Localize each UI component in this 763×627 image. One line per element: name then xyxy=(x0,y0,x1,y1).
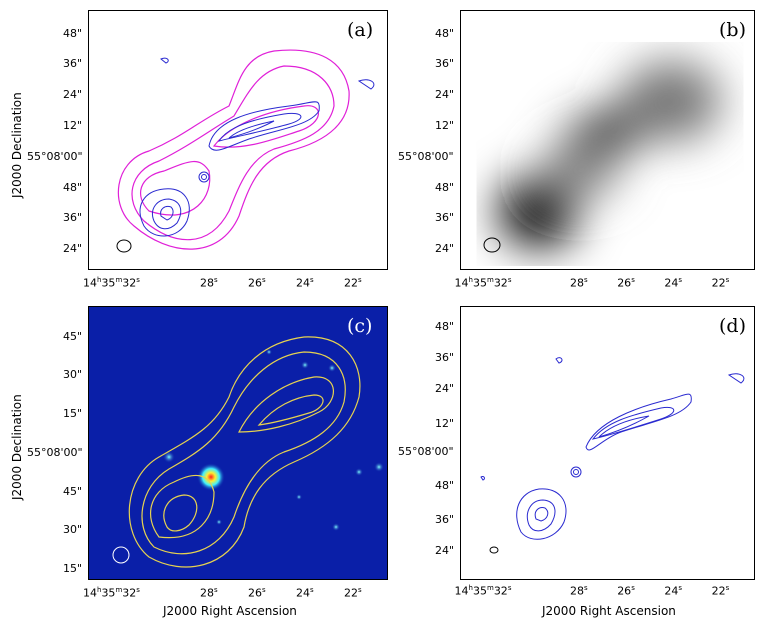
dec-tick: 36" xyxy=(63,211,83,224)
dec-tick: 48" xyxy=(435,181,455,194)
contour-map-d xyxy=(480,357,745,554)
panel-d: (d) xyxy=(460,306,755,580)
panel-label-c: (c) xyxy=(347,315,373,337)
ra-tick: 24s xyxy=(664,584,683,598)
dec-tick: 45" xyxy=(63,330,83,343)
panel-b: (b) xyxy=(460,10,755,270)
magenta-contours xyxy=(117,49,350,250)
ra-tick: 26s xyxy=(248,586,266,600)
dec-tick: 36" xyxy=(63,57,83,70)
dec-tick: 24" xyxy=(63,88,83,101)
dec-tick: 48" xyxy=(435,479,455,492)
ylabel-bottom: J2000 Declination xyxy=(10,394,24,500)
ra-tick: 22s xyxy=(711,276,730,290)
contour-map-a xyxy=(116,49,375,253)
optical-sources xyxy=(163,349,384,531)
dec-tick: 15" xyxy=(63,407,83,420)
grayscale-emission xyxy=(499,61,721,247)
dec-tick: 55°08'00" xyxy=(27,150,83,163)
xlabel-left: J2000 Right Ascension xyxy=(163,604,297,618)
optical-map-c xyxy=(112,336,384,568)
dec-tick: 48" xyxy=(63,27,83,40)
ra-tick: 14h35m32s xyxy=(83,276,140,290)
dec-tick: 36" xyxy=(435,351,455,364)
panel-label-a: (a) xyxy=(347,19,374,41)
ra-tick: 14h35m32s xyxy=(454,584,512,598)
dec-tick: 36" xyxy=(435,211,455,224)
ra-tick: 22s xyxy=(711,584,730,598)
panel-label-d: (d) xyxy=(719,315,746,337)
dec-tick: 30" xyxy=(63,523,83,536)
dec-tick: 24" xyxy=(435,544,455,557)
panel-a: (a) xyxy=(88,10,388,270)
dec-tick: 55°08'00" xyxy=(27,446,83,459)
ra-tick: 24s xyxy=(296,586,314,600)
ra-tick: 24s xyxy=(296,276,314,290)
ra-tick: 14h35m32s xyxy=(83,586,140,600)
ra-tick: 26s xyxy=(617,584,635,598)
ra-tick: 22s xyxy=(344,276,362,290)
ra-tick: 28s xyxy=(200,276,218,290)
blue-contours xyxy=(480,357,745,540)
xlabel-right: J2000 Right Ascension xyxy=(542,604,676,618)
ra-tick: 14h35m32s xyxy=(454,276,512,290)
ylabel-top: J2000 Declination xyxy=(10,92,24,198)
ra-tick: 26s xyxy=(617,276,635,290)
dec-tick: 24" xyxy=(435,242,455,255)
dec-tick: 36" xyxy=(435,513,455,526)
dec-tick: 12" xyxy=(435,417,455,430)
ra-tick: 28s xyxy=(200,586,218,600)
yellow-contours xyxy=(128,336,361,568)
dec-tick: 55°08'00" xyxy=(398,445,454,458)
dec-tick: 24" xyxy=(435,382,455,395)
dec-tick: 15" xyxy=(63,562,83,575)
beam-ellipse xyxy=(483,237,501,253)
panel-label-b: (b) xyxy=(719,19,746,41)
dec-tick: 24" xyxy=(63,242,83,255)
ra-tick: 28s xyxy=(570,584,588,598)
dec-tick: 24" xyxy=(435,88,455,101)
dec-tick: 55°08'00" xyxy=(398,150,454,163)
blue-contours xyxy=(139,57,375,237)
ra-tick: 24s xyxy=(664,276,683,290)
panel-c: (c) xyxy=(88,306,388,580)
dec-tick: 36" xyxy=(435,57,455,70)
dec-tick: 45" xyxy=(63,485,83,498)
dec-tick: 48" xyxy=(63,181,83,194)
ra-tick: 28s xyxy=(570,276,588,290)
beam-ellipse xyxy=(489,546,499,554)
dec-tick: 12" xyxy=(435,119,455,132)
ra-tick: 22s xyxy=(344,586,362,600)
dec-tick: 48" xyxy=(435,27,455,40)
beam-ellipse xyxy=(116,239,132,253)
dec-tick: 48" xyxy=(435,320,455,333)
beam-ellipse xyxy=(112,546,130,564)
dec-tick: 30" xyxy=(63,368,83,381)
grayscale-map-b xyxy=(483,61,721,253)
ra-tick: 26s xyxy=(248,276,266,290)
dec-tick: 12" xyxy=(63,119,83,132)
